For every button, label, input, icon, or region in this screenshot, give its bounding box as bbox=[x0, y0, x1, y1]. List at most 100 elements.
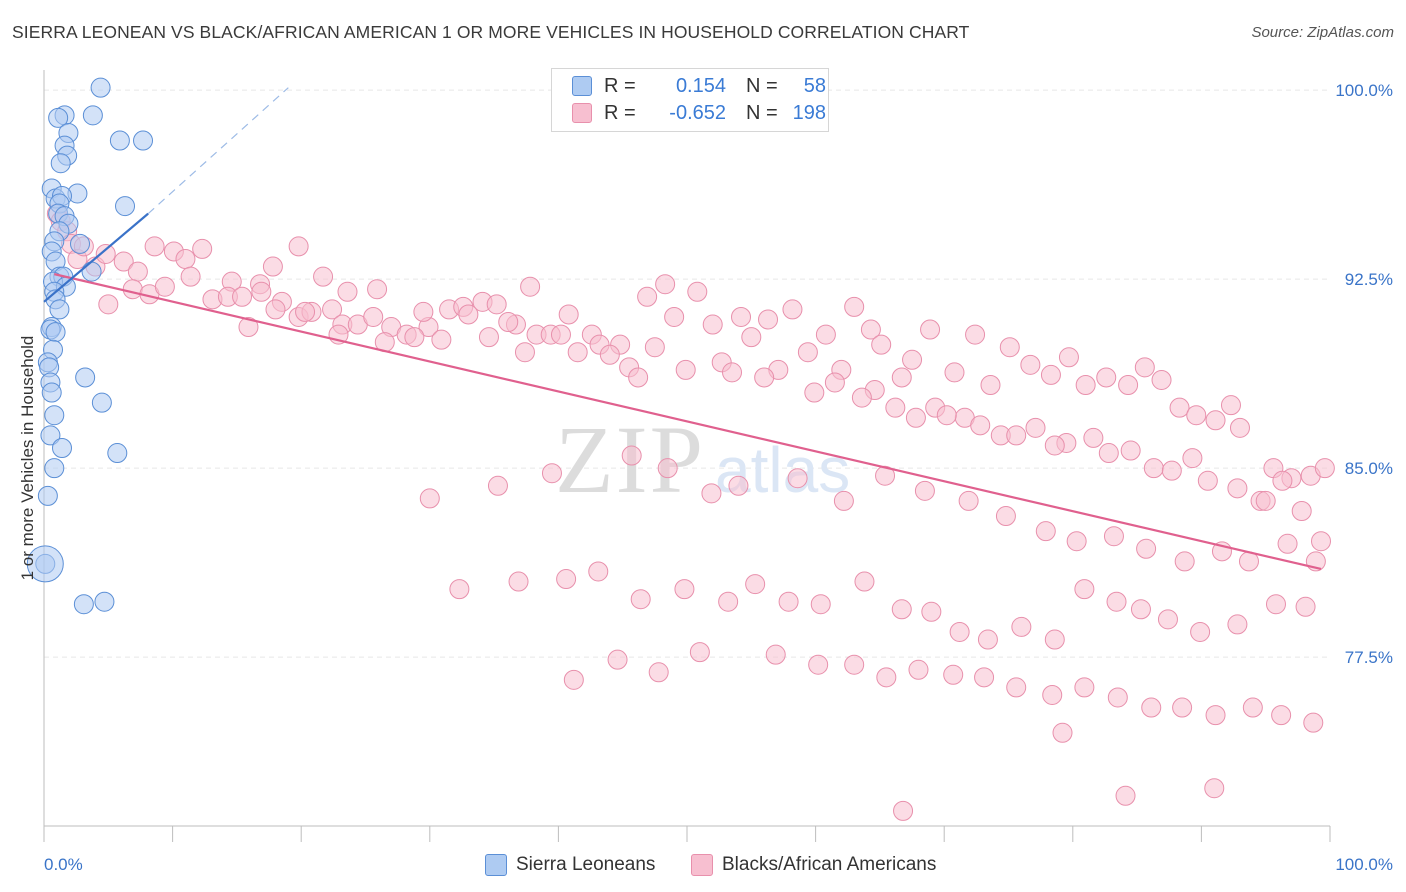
data-point-pink bbox=[1157, 609, 1178, 630]
data-point-blue-large bbox=[26, 545, 64, 583]
y-tick-label: 100.0% bbox=[1335, 81, 1393, 100]
data-point-pink bbox=[1052, 722, 1073, 743]
data-point-pink bbox=[936, 405, 957, 426]
data-point-pink bbox=[797, 342, 818, 363]
data-point-pink bbox=[232, 286, 253, 307]
data-point-pink bbox=[337, 281, 358, 302]
data-point-pink bbox=[1058, 347, 1079, 368]
stats-legend: R = 0.154 N = 58 R = -0.652 N = 198 bbox=[551, 68, 829, 132]
data-point-pink bbox=[804, 382, 825, 403]
data-point-pink bbox=[765, 644, 786, 665]
data-point-pink bbox=[908, 659, 929, 680]
data-point-pink bbox=[860, 319, 881, 340]
data-point-pink bbox=[1190, 621, 1211, 642]
r-value: 0.154 bbox=[675, 74, 726, 97]
data-point-pink bbox=[851, 387, 872, 408]
data-point-pink bbox=[251, 281, 272, 302]
data-point-pink bbox=[487, 475, 508, 496]
data-point-pink bbox=[486, 294, 507, 315]
data-point-pink bbox=[958, 490, 979, 511]
axes bbox=[43, 70, 1331, 842]
legend-item-blacks-african-americans[interactable]: Blacks/African Americans bbox=[691, 852, 936, 878]
data-point-pink bbox=[701, 483, 722, 504]
data-point-pink bbox=[731, 306, 752, 327]
data-point-pink bbox=[833, 490, 854, 511]
data-point-pink bbox=[1134, 357, 1155, 378]
data-point-pink bbox=[1229, 417, 1250, 438]
data-point-pink bbox=[508, 571, 529, 592]
data-point-pink bbox=[630, 589, 651, 610]
data-point-pink bbox=[1035, 521, 1056, 542]
data-point-pink bbox=[1130, 599, 1151, 620]
data-point-pink bbox=[1107, 687, 1128, 708]
data-point-pink bbox=[563, 669, 584, 690]
data-point-pink bbox=[1174, 551, 1195, 572]
data-point-blue bbox=[37, 485, 58, 506]
data-point-blue bbox=[75, 367, 96, 388]
data-point-pink bbox=[1096, 367, 1117, 388]
data-point-pink bbox=[943, 664, 964, 685]
data-point-pink bbox=[844, 296, 865, 317]
data-point-pink bbox=[871, 334, 892, 355]
data-point-blue bbox=[70, 233, 91, 254]
y-tick-label: 92.5% bbox=[1345, 270, 1393, 289]
data-point-pink bbox=[1272, 470, 1293, 491]
data-point-pink bbox=[1291, 501, 1312, 521]
data-point-pink bbox=[965, 324, 986, 345]
data-point-pink bbox=[995, 506, 1016, 527]
data-point-blue bbox=[40, 425, 61, 446]
data-point-pink bbox=[949, 621, 970, 642]
data-point-pink bbox=[520, 276, 541, 297]
data-point-pink bbox=[1182, 448, 1203, 469]
n-label: N = bbox=[746, 101, 778, 124]
legend-item-sierra-leoneans[interactable]: Sierra Leoneans bbox=[485, 852, 655, 878]
data-point-pink bbox=[1277, 533, 1298, 554]
data-point-blue bbox=[44, 458, 65, 479]
data-point-pink bbox=[1151, 369, 1172, 390]
trend-line-blacks-african-americans bbox=[54, 273, 1322, 571]
data-point-pink bbox=[607, 649, 628, 670]
data-point-pink bbox=[674, 579, 695, 600]
data-point-pink bbox=[541, 463, 562, 484]
data-point-blue bbox=[50, 153, 71, 174]
y-tick-label: 85.0% bbox=[1345, 459, 1393, 478]
data-point-pink bbox=[1044, 629, 1065, 650]
sierra-leoneans-swatch bbox=[572, 76, 592, 96]
data-point-blue bbox=[82, 105, 103, 126]
data-point-pink bbox=[999, 337, 1020, 358]
data-point-pink bbox=[1120, 440, 1141, 461]
data-point-pink bbox=[1011, 616, 1032, 637]
data-point-pink bbox=[885, 397, 906, 418]
data-point-blue bbox=[48, 107, 69, 128]
data-point-blue bbox=[73, 594, 94, 615]
data-point-pink bbox=[1006, 425, 1027, 446]
data-point-pink bbox=[295, 301, 316, 322]
data-point-blue bbox=[49, 299, 70, 320]
data-point-pink bbox=[1169, 397, 1190, 418]
data-point-pink bbox=[1040, 364, 1061, 385]
data-point-pink bbox=[648, 662, 669, 683]
x-tick-label: 0.0% bbox=[44, 855, 83, 874]
data-point-pink bbox=[787, 468, 808, 489]
data-point-pink bbox=[675, 359, 696, 380]
data-point-pink bbox=[322, 299, 343, 320]
data-point-pink bbox=[1136, 538, 1157, 559]
data-point-pink bbox=[815, 324, 836, 345]
trend-line-sierra-leoneans bbox=[43, 212, 149, 303]
data-point-pink bbox=[1074, 579, 1095, 600]
data-point-pink bbox=[718, 591, 739, 612]
chart-title: SIERRA LEONEAN VS BLACK/AFRICAN AMERICAN… bbox=[12, 22, 970, 42]
data-point-blue bbox=[81, 261, 102, 282]
data-point-pink bbox=[824, 372, 845, 393]
data-point-pink bbox=[1205, 410, 1226, 431]
data-point-pink bbox=[1255, 490, 1276, 511]
n-value: 198 bbox=[792, 101, 826, 124]
data-point-pink bbox=[262, 256, 283, 277]
data-point-pink bbox=[657, 458, 678, 479]
data-point-pink bbox=[1098, 443, 1119, 464]
data-point-pink bbox=[702, 314, 723, 335]
data-point-pink bbox=[1115, 785, 1136, 806]
data-point-pink bbox=[1143, 458, 1164, 479]
data-point-pink bbox=[288, 236, 309, 257]
